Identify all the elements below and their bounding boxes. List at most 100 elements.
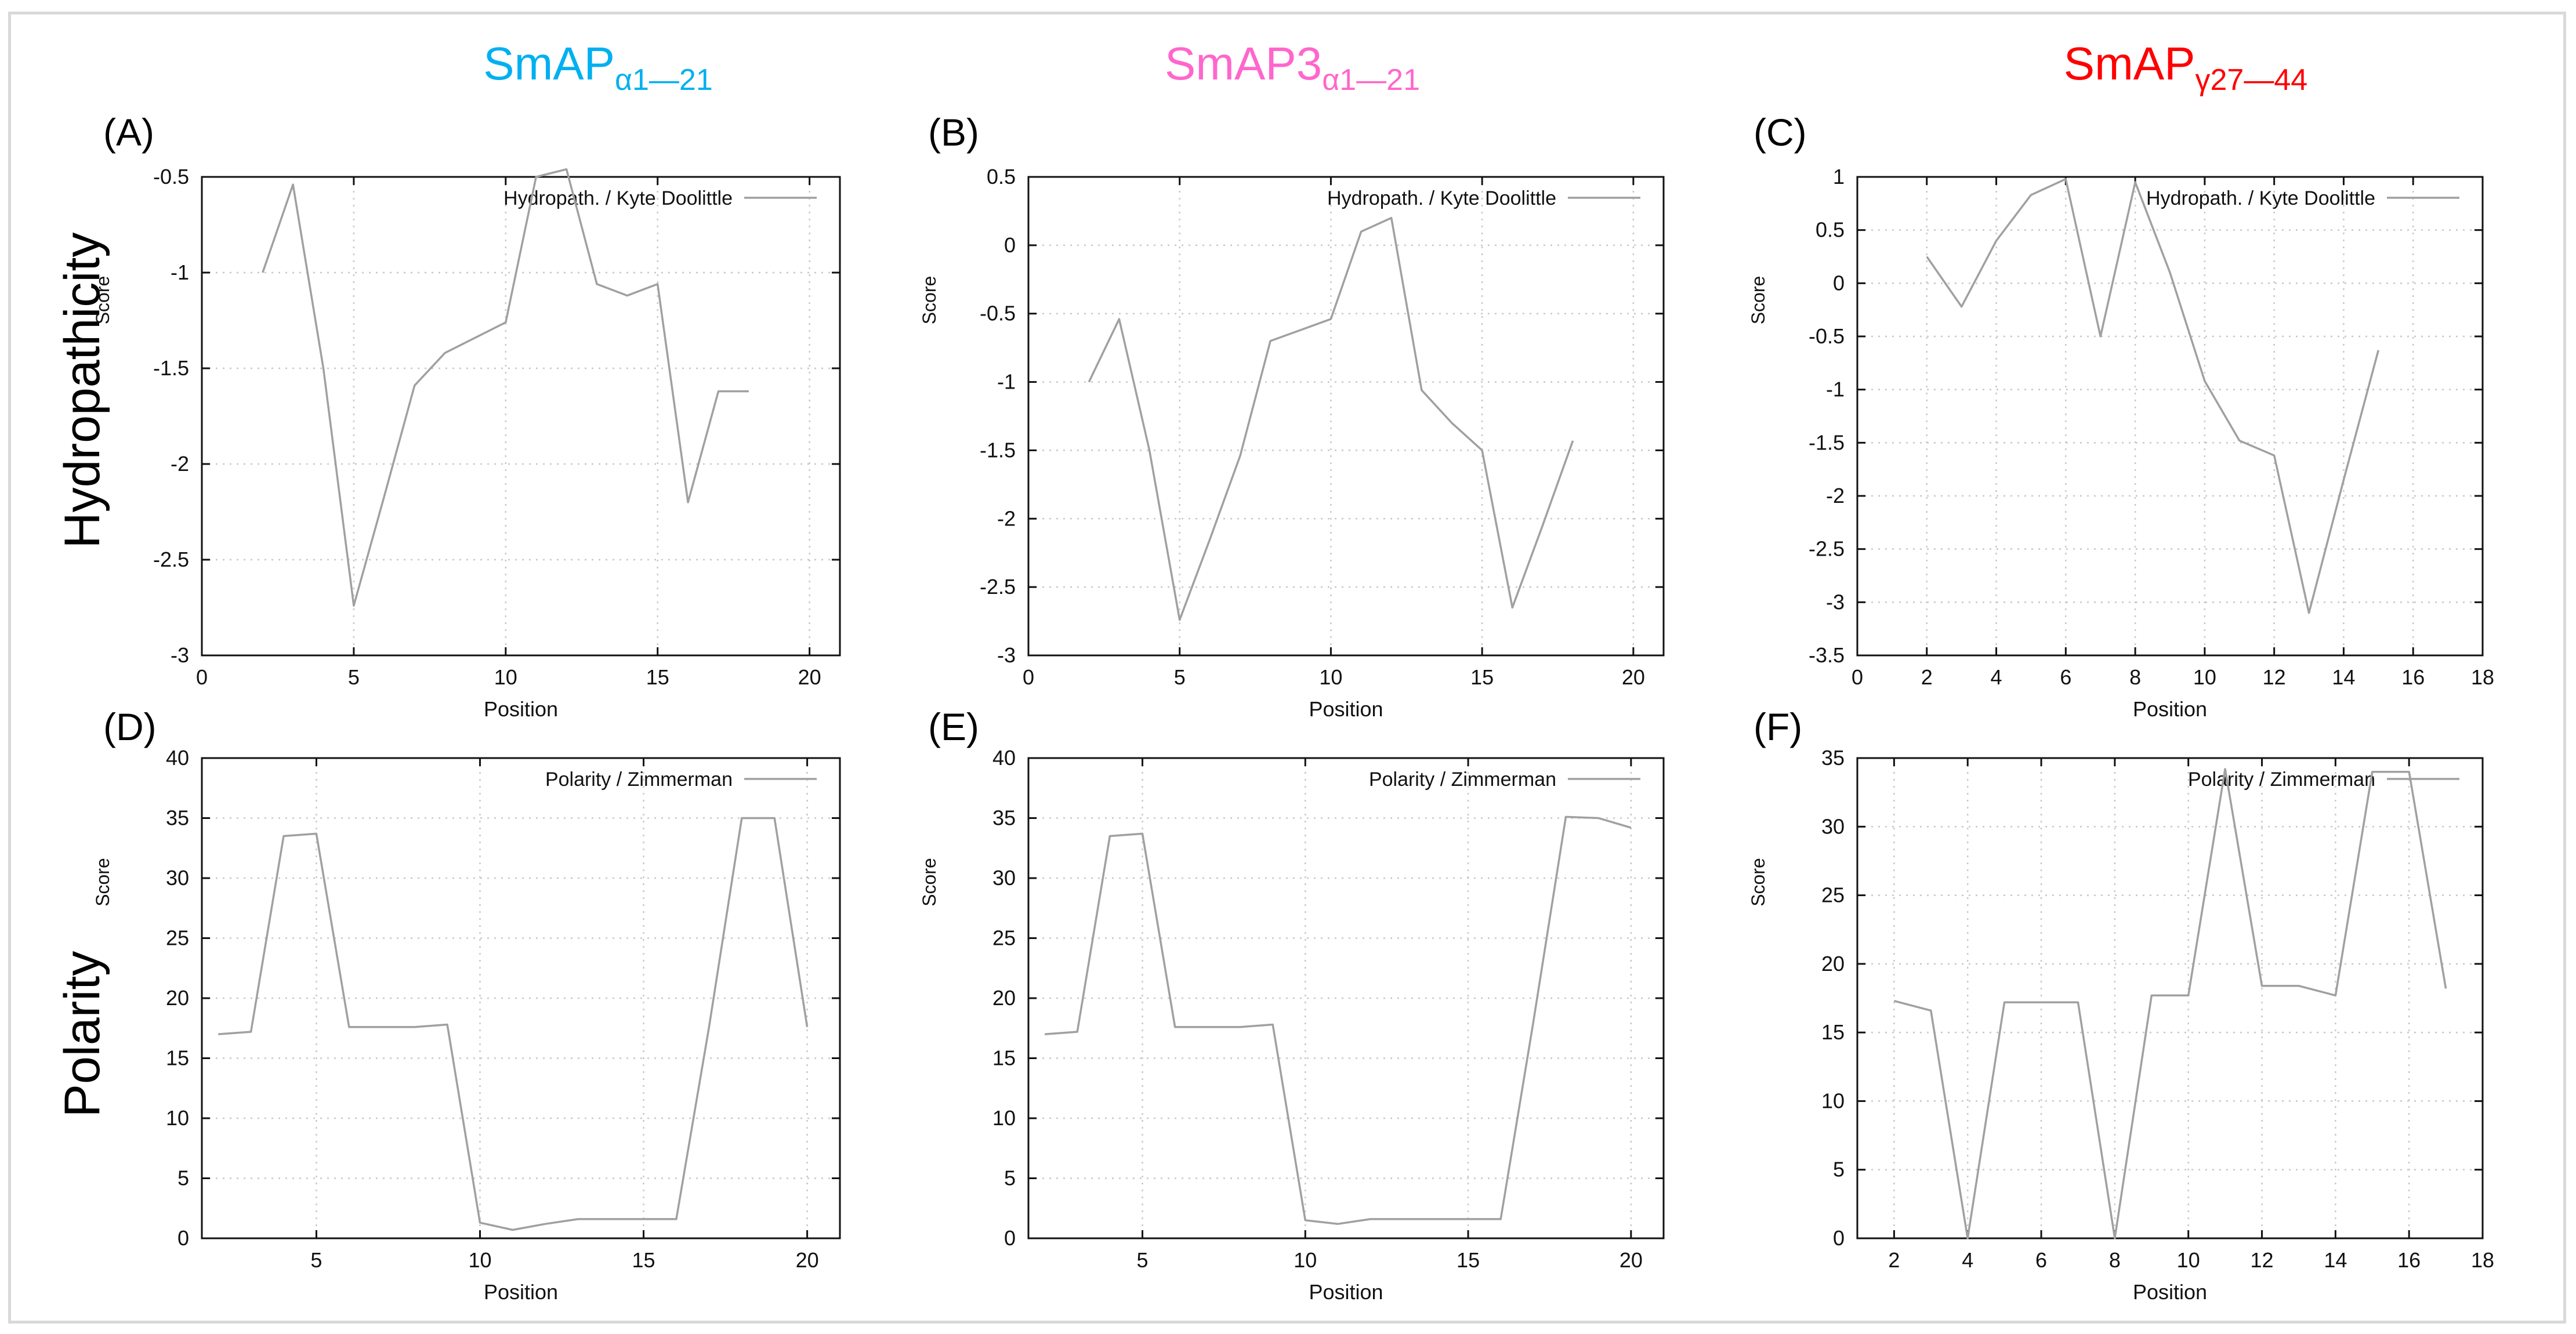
series-line <box>1044 815 1632 1225</box>
x-tick-label: 4 <box>1962 1248 1973 1272</box>
y-tick-label: 25 <box>1821 883 1845 907</box>
x-tick-label: 12 <box>2263 665 2286 689</box>
plot-frame <box>1856 757 2484 1239</box>
y-tick-label: 20 <box>166 986 189 1010</box>
y-tick-label: 10 <box>992 1106 1016 1130</box>
y-tick-label: 30 <box>1821 814 1845 838</box>
x-tick-label: 2 <box>1888 1248 1900 1272</box>
y-tick-label: 0 <box>1004 233 1016 257</box>
y-tick-label: -2 <box>1826 484 1845 507</box>
series-line <box>1893 768 2447 1239</box>
x-tick-label: 5 <box>1174 665 1186 689</box>
legend-label: Hydropath. / Kyte Doolittle <box>2146 187 2375 209</box>
x-tick-label: 20 <box>1619 1248 1643 1272</box>
x-tick-label: 20 <box>798 665 821 689</box>
y-tick-label: -2 <box>997 506 1016 530</box>
x-axis-label: Position <box>1309 1280 1383 1304</box>
y-tick-label: -1.5 <box>1809 430 1845 454</box>
x-tick-label: 15 <box>1457 1248 1480 1272</box>
x-tick-label: 8 <box>2109 1248 2121 1272</box>
y-tick-label: -0.5 <box>1809 324 1845 348</box>
x-tick-label: 6 <box>2035 1248 2047 1272</box>
x-axis-label: Position <box>1309 697 1383 721</box>
x-tick-label: 18 <box>2471 1248 2494 1272</box>
y-tick-label: -3 <box>1826 590 1845 614</box>
column-title-3-main: SmAP <box>2063 38 2195 89</box>
y-tick-label: -3 <box>171 643 189 667</box>
x-tick-label: 5 <box>1137 1248 1148 1272</box>
y-tick-label: 35 <box>992 806 1016 830</box>
x-tick-label: 0 <box>196 665 208 689</box>
y-tick-label: 0 <box>1833 271 1845 295</box>
y-tick-label: 25 <box>992 926 1016 950</box>
y-tick-label: 30 <box>166 866 189 890</box>
y-tick-label: 40 <box>992 746 1016 770</box>
chart-panel-1: 0 5 10 15 20 -3 -2.5 -2 -1.5 -1 -0.5 Position Score H… <box>92 165 841 721</box>
y-tick-label: 10 <box>1821 1089 1845 1112</box>
chart-panel-4: 5 10 15 20 0 5 10 15 20 25 30 35 40 Position Score Pola… <box>92 746 841 1304</box>
x-tick-label: 10 <box>494 665 517 689</box>
x-tick-label: 10 <box>2193 665 2216 689</box>
y-axis-label: Score <box>92 858 113 907</box>
y-tick-label: 15 <box>1821 1020 1845 1044</box>
x-tick-label: 20 <box>796 1248 819 1272</box>
x-tick-label: 15 <box>1470 665 1494 689</box>
x-tick-label: 15 <box>632 1248 655 1272</box>
y-tick-label: 5 <box>1004 1166 1016 1190</box>
y-tick-label: -2.5 <box>980 575 1016 599</box>
x-tick-label: 4 <box>1991 665 2002 689</box>
y-axis-label: Score <box>1748 276 1769 325</box>
y-tick-label: 25 <box>166 926 189 950</box>
x-axis-label: Position <box>484 697 558 721</box>
x-tick-label: 0 <box>1023 665 1034 689</box>
legend-label: Polarity / Zimmerman <box>2188 768 2375 791</box>
chart-panel-5: 5 10 15 20 0 5 10 15 20 25 30 35 40 Position Score Pola… <box>919 746 1665 1304</box>
legend-label: Hydropath. / Kyte Doolittle <box>503 187 733 209</box>
plot-frame <box>1027 757 1665 1239</box>
y-tick-label: -1.5 <box>980 438 1016 462</box>
y-tick-label: -1.5 <box>153 356 189 380</box>
y-tick-label: -0.5 <box>153 165 189 188</box>
figure-frame <box>8 12 2566 1324</box>
column-title-2: SmAP3α1—21 <box>1002 41 1582 96</box>
x-tick-label: 14 <box>2324 1248 2347 1272</box>
x-tick-label: 0 <box>1852 665 1863 689</box>
x-tick-label: 12 <box>2251 1248 2274 1272</box>
column-title-3-sub: γ27—44 <box>2195 63 2308 97</box>
x-tick-label: 16 <box>2397 1248 2421 1272</box>
plot-frame <box>1027 176 1665 657</box>
y-tick-label: 20 <box>992 986 1016 1010</box>
x-tick-label: 15 <box>646 665 669 689</box>
y-axis-label: Score <box>919 858 940 907</box>
y-tick-label: -3.5 <box>1809 643 1845 667</box>
x-tick-label: 5 <box>348 665 360 689</box>
y-tick-label: -1 <box>171 260 189 284</box>
y-tick-label: 15 <box>166 1046 189 1070</box>
y-tick-label: 1 <box>1833 165 1845 188</box>
x-axis-label: Position <box>484 1280 558 1304</box>
legend-label: Polarity / Zimmerman <box>1369 768 1556 791</box>
column-title-3: SmAPγ27—44 <box>1896 38 2476 97</box>
y-tick-label: -1 <box>1826 378 1845 401</box>
x-tick-label: 10 <box>1319 665 1342 689</box>
y-tick-label: -2.5 <box>1809 537 1845 561</box>
y-tick-label: 5 <box>177 1166 189 1190</box>
y-tick-label: -2 <box>171 452 189 476</box>
panel-letter-f: (F) <box>1753 705 1803 748</box>
y-tick-label: 15 <box>992 1046 1016 1070</box>
column-title-1-main: SmAP <box>483 38 615 89</box>
x-tick-label: 6 <box>2060 665 2071 689</box>
y-axis-label: Score <box>919 276 940 325</box>
x-tick-label: 20 <box>1622 665 1645 689</box>
y-tick-label: 35 <box>1821 746 1845 770</box>
column-title-1-sub: α1—21 <box>614 63 713 97</box>
y-tick-label: 30 <box>992 866 1016 890</box>
legend-label: Polarity / Zimmerman <box>545 768 733 791</box>
y-tick-label: -1 <box>997 370 1016 394</box>
x-axis-label: Position <box>2133 697 2207 721</box>
panel-letter-a: (A) <box>103 111 154 154</box>
y-tick-label: 35 <box>166 806 189 830</box>
y-axis-label: Score <box>1748 858 1769 907</box>
y-tick-label: -2.5 <box>153 548 189 571</box>
